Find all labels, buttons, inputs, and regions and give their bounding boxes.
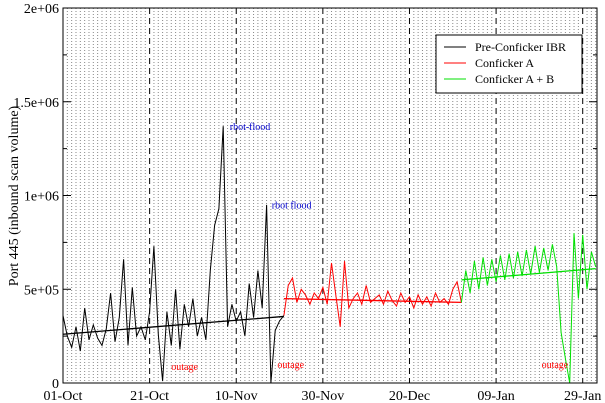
x-tick-label: 10-Nov <box>215 389 258 403</box>
annotation-label: rbot-flood <box>230 122 271 133</box>
y-tick-label: 1.5e+06 <box>13 96 59 111</box>
y-axis-label: Port 445 (inbound scan volume) <box>7 105 22 286</box>
x-tick-label: 09-Jan <box>477 389 514 403</box>
legend-box <box>435 34 583 94</box>
legend-label-conficker-a: Conficker A <box>475 56 534 70</box>
series-line-0 <box>62 126 285 384</box>
annotation-label: outage <box>542 360 569 371</box>
y-tick-label: 2e+06 <box>24 2 59 17</box>
annotation-label: outage <box>277 360 304 371</box>
x-tick-label: 30-Nov <box>301 389 344 403</box>
legend-label-conficker-ab: Conficker A + B <box>475 72 554 86</box>
x-tick-label: 01-Oct <box>44 389 83 403</box>
y-tick-label: 5e+05 <box>24 283 59 298</box>
legend-label-pre-conficker: Pre-Conficker IBR <box>475 40 566 54</box>
x-tick-label: 20-Dec <box>389 389 430 403</box>
y-tick-label: 1e+06 <box>24 190 59 205</box>
series-lines <box>62 126 597 384</box>
legend: Pre-Conficker IBR Conficker A Conficker … <box>435 34 583 94</box>
annotations: rbot-flood rbot flood outage outage outage <box>171 122 569 373</box>
annotation-label: outage <box>171 362 198 373</box>
trend-line-0 <box>62 315 284 335</box>
series-line-2 <box>460 232 597 384</box>
y-tick-label: 0 <box>52 377 59 392</box>
series-line-1 <box>283 261 462 327</box>
x-tick-label: 21-Oct <box>130 389 169 403</box>
x-tick-label: 29-Jan <box>564 389 601 403</box>
annotation-label: rbot flood <box>272 201 312 212</box>
axes: 01-Oct 21-Oct 10-Nov 30-Nov 20-Dec 09-Jan 29-J… <box>13 2 601 403</box>
trend-line-1 <box>283 297 462 304</box>
trend-line-2 <box>461 267 596 281</box>
